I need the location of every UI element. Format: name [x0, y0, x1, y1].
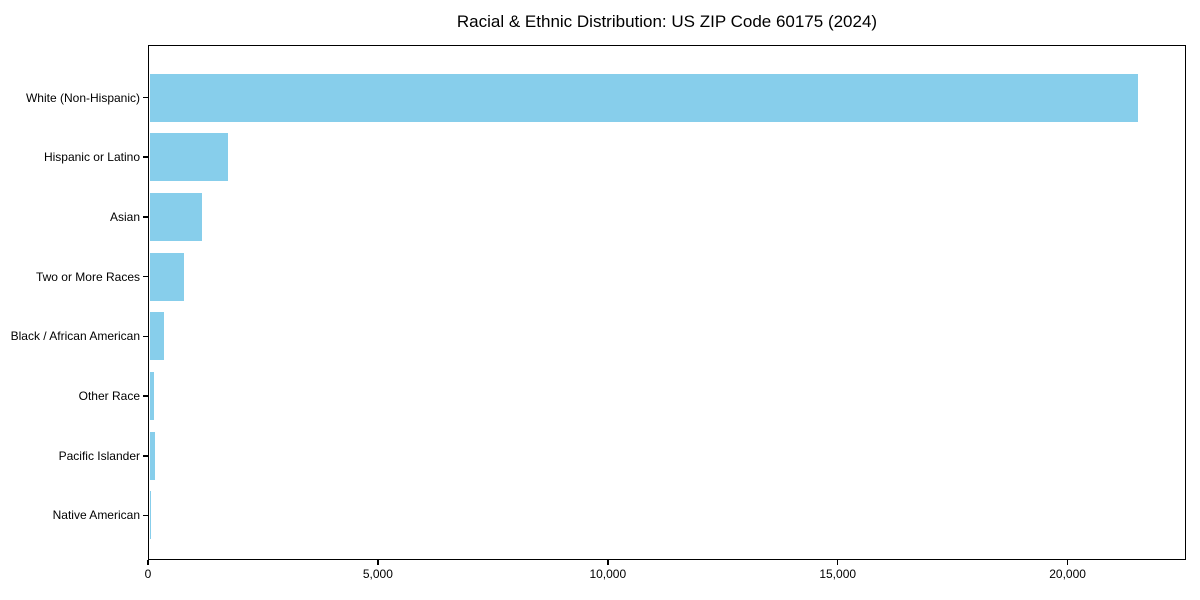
bar-black-african-american [149, 312, 165, 361]
chart-title: Racial & Ethnic Distribution: US ZIP Cod… [456, 12, 878, 31]
y-axis-label: Pacific Islander [58, 448, 140, 463]
x-tick-mark [147, 560, 149, 565]
bar-hispanic-or-latino [149, 133, 228, 182]
y-tick-mark [143, 335, 148, 338]
y-axis-label: Asian [109, 209, 140, 224]
y-tick-mark [143, 455, 148, 457]
y-axis-label: Two or More Races [35, 269, 140, 284]
bar-asian [149, 192, 203, 241]
y-axis-label: Black / African American [10, 329, 140, 344]
x-tick-label: 10,000 [589, 567, 627, 581]
bar-two-or-more-races [149, 252, 184, 301]
y-tick-mark [143, 156, 148, 158]
x-tick-label: 0 [144, 567, 152, 581]
y-tick-mark [143, 216, 148, 218]
x-tick-label: 15,000 [819, 567, 857, 581]
bar-pacific-islander [149, 431, 155, 480]
y-axis-label: Native American [52, 508, 140, 523]
x-tick-label: 20,000 [1049, 567, 1086, 581]
y-tick-mark [143, 96, 148, 99]
y-axis-label: Hispanic or Latino [43, 150, 140, 165]
x-tick-mark [836, 560, 839, 565]
bar-other-race [149, 372, 154, 421]
x-tick-label: 5,000 [362, 567, 393, 581]
x-tick-mark [607, 560, 609, 565]
x-tick-mark [377, 560, 379, 565]
y-axis-label: Other Race [78, 389, 140, 404]
bar-white-non-hispanic [149, 73, 1139, 122]
y-tick-mark [143, 395, 148, 397]
y-tick-mark [143, 275, 148, 278]
plot-area [148, 45, 1186, 560]
x-tick-mark [1066, 560, 1069, 565]
y-tick-mark [143, 514, 148, 517]
y-axis-label: White (Non-Hispanic) [25, 90, 140, 105]
